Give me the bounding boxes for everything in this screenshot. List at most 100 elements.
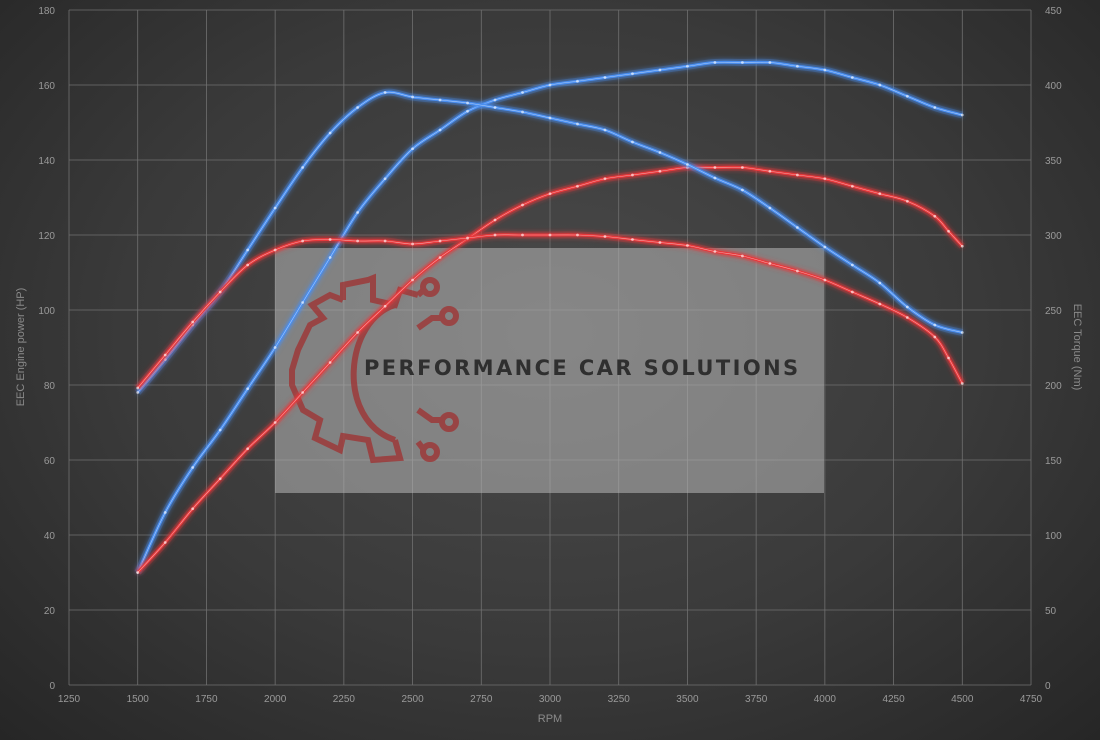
x-tick-label: 1250: [58, 694, 81, 705]
series-3-point: [494, 234, 497, 237]
series-0-point: [494, 99, 497, 102]
x-tick-label: 3750: [745, 694, 768, 705]
series-1-point: [576, 185, 579, 188]
series-1-point: [521, 204, 524, 207]
series-3-point: [631, 238, 634, 241]
series-0-point: [411, 147, 414, 150]
series-1-point: [631, 174, 634, 177]
y-tick-label: 20: [44, 606, 56, 617]
y2-tick-label: 200: [1045, 381, 1062, 392]
series-2-point: [576, 123, 579, 126]
series-1-point: [494, 219, 497, 222]
series-3-point: [906, 316, 909, 319]
series-1-point: [823, 177, 826, 180]
series-3-point: [191, 321, 194, 324]
series-2-point: [823, 246, 826, 249]
series-2-point: [411, 96, 414, 99]
x-tick-label: 1750: [195, 694, 218, 705]
series-0-point: [823, 69, 826, 72]
series-1-point: [164, 541, 167, 544]
series-3-point: [878, 303, 881, 306]
series-3-point: [274, 249, 277, 252]
series-2-point: [741, 189, 744, 192]
series-1-point: [604, 177, 607, 180]
series-2-point: [851, 264, 854, 267]
series-3-point: [136, 387, 139, 390]
watermark: PERFORMANCE CAR SOLUTIONS: [275, 248, 824, 493]
series-0-point: [521, 91, 524, 94]
y2-tick-label: 250: [1045, 306, 1062, 317]
series-3-point: [961, 382, 964, 385]
series-1-point: [714, 166, 717, 169]
series-2-point: [631, 141, 634, 144]
series-1-point: [796, 174, 799, 177]
series-1-point: [191, 507, 194, 510]
x-axis-title: RPM: [538, 713, 562, 725]
x-tick-label: 3250: [608, 694, 631, 705]
series-1-point: [274, 421, 277, 424]
series-1-point: [301, 391, 304, 394]
series-1-point: [768, 170, 771, 173]
y-tick-label: 160: [38, 81, 55, 92]
series-3-point: [823, 279, 826, 282]
series-0-point: [191, 466, 194, 469]
series-0-point: [246, 387, 249, 390]
series-1-point: [851, 185, 854, 188]
series-0-point: [631, 72, 634, 75]
series-2-point: [549, 117, 552, 120]
series-2-point: [796, 226, 799, 229]
series-3-point: [741, 255, 744, 258]
y-tick-label: 120: [38, 231, 55, 242]
series-0-point: [961, 114, 964, 117]
series-0-point: [796, 65, 799, 68]
series-3-point: [576, 234, 579, 237]
series-1-point: [356, 331, 359, 334]
series-3-point: [164, 354, 167, 357]
series-1-point: [329, 361, 332, 364]
series-3-point: [549, 234, 552, 237]
series-3-point: [246, 264, 249, 267]
y-tick-label: 60: [44, 456, 56, 467]
series-1-point: [906, 200, 909, 203]
series-2-point: [356, 106, 359, 109]
series-2-point: [329, 132, 332, 135]
y2-tick-label: 0: [1045, 681, 1051, 692]
series-2-point: [961, 331, 964, 334]
series-3-point: [219, 291, 222, 294]
series-3-point: [356, 240, 359, 243]
series-0-point: [274, 346, 277, 349]
series-0-point: [851, 76, 854, 79]
y-tick-label: 100: [38, 306, 55, 317]
x-tick-label: 1500: [127, 694, 150, 705]
series-2-point: [274, 207, 277, 210]
series-2-point: [384, 91, 387, 94]
series-0-point: [659, 69, 662, 72]
series-2-point: [494, 106, 497, 109]
y-tick-label: 140: [38, 156, 55, 167]
series-1-point: [439, 256, 442, 259]
series-0-point: [384, 177, 387, 180]
series-2-point: [246, 249, 249, 252]
y-tick-label: 0: [49, 681, 55, 692]
series-1-point: [219, 477, 222, 480]
series-0-point: [301, 301, 304, 304]
y-tick-label: 40: [44, 531, 56, 542]
series-3-point: [439, 240, 442, 243]
series-3-point: [768, 262, 771, 265]
x-tick-label: 4750: [1020, 694, 1043, 705]
series-2-point: [301, 166, 304, 169]
right-y-axis-ticks: 050100150200250300350400450: [1045, 6, 1062, 692]
x-tick-label: 3000: [539, 694, 562, 705]
y2-tick-label: 400: [1045, 81, 1062, 92]
series-0-point: [549, 84, 552, 87]
y2-tick-label: 50: [1045, 606, 1057, 617]
series-2-point: [659, 151, 662, 154]
series-2-point: [521, 111, 524, 114]
y2-tick-label: 300: [1045, 231, 1062, 242]
left-y-axis-ticks: 020406080100120140160180: [38, 6, 55, 692]
series-0-point: [219, 429, 222, 432]
series-0-point: [878, 84, 881, 87]
y2-tick-label: 150: [1045, 456, 1062, 467]
series-2-point: [906, 306, 909, 309]
series-2-point: [439, 99, 442, 102]
